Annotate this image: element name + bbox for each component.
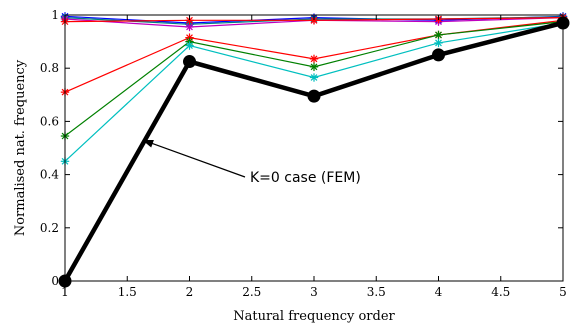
- y-tick-label: 0.4: [40, 168, 59, 182]
- x-tick-label: 1.5: [118, 285, 137, 299]
- x-tick-label: 4: [435, 285, 443, 299]
- data-point: [186, 42, 193, 49]
- data-point: [183, 55, 196, 69]
- y-tick-label: 0.6: [40, 114, 59, 128]
- x-tick-label: 4.5: [491, 285, 510, 299]
- data-point: [186, 23, 193, 31]
- data-point: [186, 16, 193, 24]
- data-point: [435, 31, 442, 39]
- y-tick-label: 0.8: [40, 61, 59, 75]
- data-point: [310, 63, 318, 71]
- x-tick-label: 1: [61, 285, 69, 299]
- annotation-arrowhead: [142, 139, 154, 148]
- series-7: [58, 16, 570, 288]
- annotation-arrow: [150, 142, 246, 178]
- annotation: K=0 case (FEM): [142, 139, 361, 186]
- data-point: [310, 74, 318, 81]
- y-tick-label: 0.2: [40, 221, 59, 235]
- data-point: [307, 89, 321, 103]
- series-3: [60, 16, 568, 97]
- data-point: [435, 39, 442, 47]
- data-point: [310, 55, 318, 63]
- x-tick-label: 2: [186, 285, 194, 299]
- annotation-text: K=0 case (FEM): [250, 170, 361, 186]
- x-tick-label: 3.5: [367, 285, 386, 299]
- y-tick-label: 1: [51, 8, 59, 22]
- x-tick-label: 3: [310, 285, 318, 299]
- data-point: [310, 16, 318, 24]
- ticks-layer: 1 1.5 2 2.5 3 3.5 4 4.5 5 0 0.2 0.4 0.6 0.8 1: [40, 8, 567, 299]
- data-point: [432, 48, 445, 62]
- x-tick-label: 5: [559, 285, 567, 299]
- x-tick-label: 2.5: [242, 285, 261, 299]
- y-axis-label: Normalised nat. frequency: [13, 59, 28, 236]
- y-tick-label: 0: [51, 274, 59, 288]
- series-layer: [58, 12, 570, 288]
- x-axis-label: Natural frequency order: [233, 309, 395, 324]
